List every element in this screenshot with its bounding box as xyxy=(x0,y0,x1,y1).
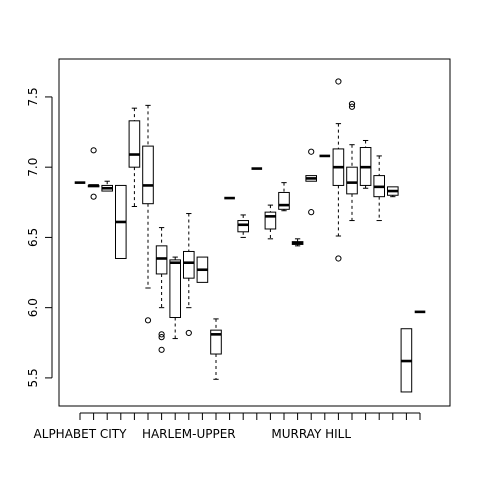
box-group xyxy=(346,100,358,222)
outlier-point xyxy=(308,209,315,216)
outlier-point xyxy=(335,255,342,262)
outlier-point xyxy=(158,346,165,353)
y-axis: 5.5 6.0 6.5 7.0 7.5 xyxy=(26,87,53,387)
y-tick-label: 7.0 xyxy=(26,158,40,177)
box-group xyxy=(359,139,372,189)
x-axis: ALPHABET CITY HARLEM-UPPER MURRAY HILL xyxy=(34,412,421,441)
outlier-point xyxy=(348,103,356,110)
box-group xyxy=(101,180,114,192)
outlier-point xyxy=(335,78,342,85)
boxes-layer xyxy=(74,78,426,393)
plot-frame xyxy=(58,58,451,407)
box-group xyxy=(264,204,277,240)
box-iqr xyxy=(264,211,277,230)
box-group xyxy=(278,182,290,212)
y-tick-label: 6.0 xyxy=(26,298,40,317)
box-group xyxy=(87,147,100,200)
box-iqr xyxy=(210,329,222,355)
box-group xyxy=(142,104,154,324)
box-iqr xyxy=(128,120,141,168)
box-iqr xyxy=(155,245,168,275)
box-group xyxy=(128,107,141,208)
box-iqr xyxy=(142,145,154,205)
box-group xyxy=(210,318,222,380)
box-group xyxy=(183,213,195,337)
box-group xyxy=(387,186,399,198)
x-tick-label: ALPHABET CITY xyxy=(34,427,128,441)
outlier-point xyxy=(348,100,356,108)
outlier-point xyxy=(308,148,315,155)
box-group xyxy=(155,227,168,353)
outlier-point xyxy=(144,317,152,324)
box-iqr xyxy=(183,250,195,279)
outlier-point xyxy=(90,193,97,200)
box-group xyxy=(237,214,249,238)
box-group xyxy=(169,256,181,340)
x-tick-label: HARLEM-UPPER xyxy=(142,427,236,441)
outlier-point xyxy=(158,331,165,338)
box-group xyxy=(305,148,317,216)
box-group xyxy=(196,256,209,283)
outlier-point xyxy=(90,147,97,154)
y-tick-label: 7.5 xyxy=(26,87,40,106)
box-group xyxy=(332,78,345,262)
box-group xyxy=(115,184,127,259)
outlier-point xyxy=(158,334,165,341)
box-group xyxy=(400,328,413,393)
box-iqr xyxy=(278,191,290,210)
box-iqr xyxy=(237,220,249,233)
outlier-point xyxy=(185,329,192,337)
box-iqr xyxy=(346,166,358,195)
box-group xyxy=(373,155,385,222)
box-group xyxy=(291,238,304,247)
y-tick-label: 6.5 xyxy=(26,228,40,247)
y-tick-label: 5.5 xyxy=(26,368,40,387)
x-tick-label: MURRAY HILL xyxy=(271,427,351,441)
box-iqr xyxy=(169,259,181,318)
